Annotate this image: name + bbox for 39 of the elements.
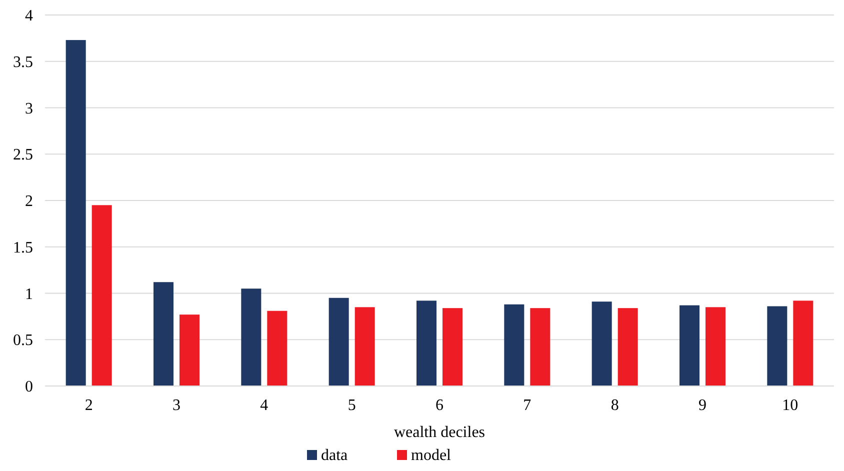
bar: [618, 308, 638, 386]
legend-label: model: [411, 447, 452, 464]
bar: [530, 308, 550, 386]
x-tick-label: 4: [260, 397, 268, 414]
x-tick-label: 3: [172, 397, 180, 414]
y-tick-label: 2.5: [13, 146, 33, 164]
bar: [706, 307, 726, 386]
bar: [680, 305, 700, 386]
x-tick-label: 2: [84, 397, 93, 414]
x-tick-label: 5: [348, 397, 356, 414]
x-tick-label: 7: [523, 397, 532, 414]
bar: [442, 308, 462, 386]
bar: [92, 205, 112, 386]
bar: [180, 314, 200, 386]
bar: [793, 300, 814, 386]
x-tick-label: 6: [436, 397, 444, 414]
y-tick-label: 1: [25, 286, 33, 303]
y-tick-label: 4: [25, 8, 33, 25]
x-tick-label: 10: [782, 397, 798, 414]
bar: [154, 282, 174, 386]
bar: [767, 306, 788, 386]
bar: [354, 307, 375, 386]
x-tick-label: 8: [610, 397, 619, 414]
y-tick-label: 1.5: [13, 239, 33, 256]
y-tick-label: 0.5: [13, 332, 33, 350]
bar: [328, 298, 349, 386]
y-tick-label: 3: [25, 100, 33, 118]
bar: [267, 310, 288, 386]
bar: [66, 40, 86, 386]
bar: [592, 302, 612, 386]
bar: [504, 304, 524, 386]
legend-label: data: [321, 447, 348, 464]
bar: [416, 300, 436, 386]
y-tick-label: 2: [25, 193, 33, 210]
y-tick-label: 3.5: [13, 54, 33, 71]
bar: [241, 288, 262, 386]
x-tick-label: 9: [698, 397, 706, 414]
x-axis-title: wealth deciles: [394, 424, 486, 441]
y-tick-label: 0: [25, 378, 33, 396]
